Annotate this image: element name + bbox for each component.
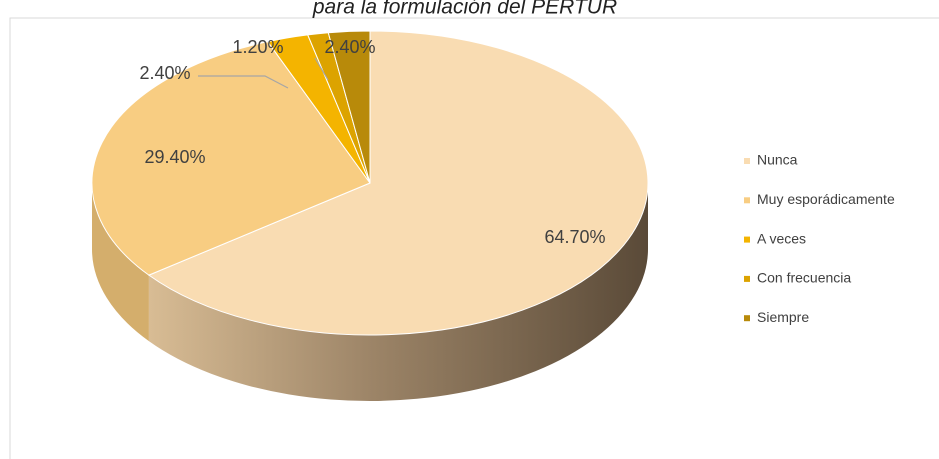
pie-slice xyxy=(327,30,371,184)
data-label: 1.20% xyxy=(232,37,283,57)
pie-side xyxy=(92,183,149,342)
legend-label: Nunca xyxy=(757,152,798,168)
legend-label: Con frecuencia xyxy=(757,270,851,286)
leader-line xyxy=(314,57,329,81)
legend-swatch xyxy=(744,158,750,164)
legend-label: A veces xyxy=(757,230,806,246)
leader-line xyxy=(198,75,289,89)
chart-title: para la formulación del PERTUR xyxy=(312,0,617,19)
legend-label: Muy esporádicamente xyxy=(757,191,895,207)
data-label: 64.70% xyxy=(544,227,605,247)
pie-slice xyxy=(91,41,371,276)
legend-swatch xyxy=(744,315,750,322)
chart-frame xyxy=(9,17,939,459)
legend-label: Siempre xyxy=(757,309,809,325)
pie-side xyxy=(148,183,648,402)
legend-swatch xyxy=(744,275,750,282)
data-label: 2.40% xyxy=(324,37,375,57)
pie-slice xyxy=(147,30,649,336)
legend-swatch xyxy=(744,197,750,204)
data-label: 2.40% xyxy=(139,63,190,83)
data-label: 29.40% xyxy=(144,147,205,167)
legend-swatch xyxy=(744,236,750,243)
